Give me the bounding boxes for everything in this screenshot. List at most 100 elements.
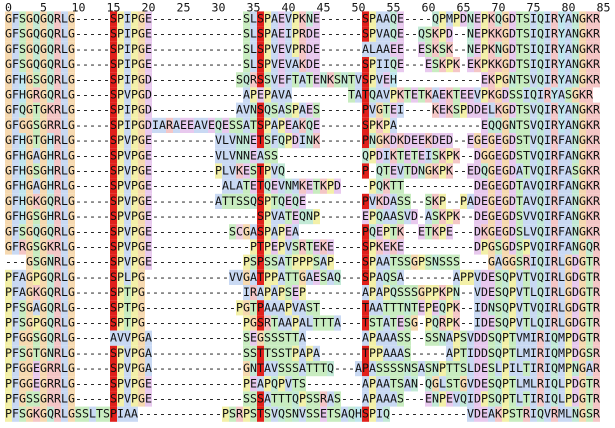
residue-cell (544, 133, 551, 149)
residue-cell (355, 361, 362, 377)
residue-cell (215, 193, 222, 209)
residue-cell (586, 406, 593, 422)
residue-cell (383, 209, 390, 225)
residue-cell (376, 72, 383, 88)
residue-cell (488, 254, 495, 270)
residue-cell (558, 72, 565, 88)
ruler-label: 70 (492, 1, 506, 15)
residue-cell (509, 163, 516, 179)
residue-cell (565, 391, 572, 407)
residue-cell (40, 133, 47, 149)
residue-cell (495, 117, 502, 133)
residue-cell (411, 254, 418, 270)
residue-cell (390, 72, 397, 88)
residue-cell (292, 376, 299, 392)
residue-cell (33, 178, 40, 194)
residue-cell (593, 330, 600, 346)
residue-cell (509, 102, 516, 118)
residue-cell (537, 178, 544, 194)
residue-cell (5, 269, 12, 285)
residue-cell (530, 148, 537, 164)
residue-cell (586, 102, 593, 118)
residue-cell (495, 285, 502, 301)
residue-cell (152, 117, 159, 133)
residue-cell (229, 193, 236, 209)
residue-cell (579, 178, 586, 194)
residue-cell (586, 224, 593, 240)
residue-cell (299, 26, 306, 42)
residue-cell (586, 133, 593, 149)
residue-cell (432, 285, 439, 301)
residue-cell (5, 117, 12, 133)
residue-cell (12, 224, 19, 240)
residue-cell (285, 209, 292, 225)
residue-cell (243, 300, 250, 316)
residue-cell (376, 133, 383, 149)
residue-cell (481, 209, 488, 225)
residue-cell (495, 57, 502, 73)
residue-cell (593, 11, 600, 27)
residue-cell (530, 163, 537, 179)
residue-cell (572, 178, 579, 194)
residue-cell (474, 209, 481, 225)
residue-cell (215, 133, 222, 149)
residue-cell (33, 41, 40, 57)
residue-cell (68, 87, 75, 103)
residue-cell (516, 117, 523, 133)
residue-cell (544, 193, 551, 209)
residue-cell (432, 41, 439, 57)
residue-cell (68, 178, 75, 194)
sequence-row: GFQGTGKRLG-----SPIPGD------------AVNSQSA… (5, 103, 600, 117)
residue-cell (173, 117, 180, 133)
residue-cell (236, 163, 243, 179)
residue-cell (488, 26, 495, 42)
residue-cell (369, 178, 376, 194)
residue-cell (558, 87, 565, 103)
residue-cell (285, 102, 292, 118)
residue-cell (537, 148, 544, 164)
residue-cell (292, 224, 299, 240)
residue-cell (369, 26, 376, 42)
residue-cell (33, 345, 40, 361)
residue-cell (320, 361, 327, 377)
residue-cell (243, 376, 250, 392)
residue-cell (320, 406, 327, 422)
sequence-row: PFSGPGQRLG-----SPTPG--------------PGSRTA… (5, 316, 600, 330)
residue-cell (572, 391, 579, 407)
residue-cell (523, 193, 530, 209)
residue-cell (362, 361, 369, 377)
residue-cell (586, 239, 593, 255)
residue-cell (579, 315, 586, 331)
residue-cell (516, 330, 523, 346)
residue-cell (481, 178, 488, 194)
residue-cell (264, 87, 271, 103)
residue-cell (537, 133, 544, 149)
residue-cell (376, 193, 383, 209)
residue-cell (124, 330, 131, 346)
residue-cell (467, 133, 474, 149)
residue-cell (530, 117, 537, 133)
residue-cell (523, 72, 530, 88)
residue-cell (278, 26, 285, 42)
residue-cell (593, 117, 600, 133)
residue-cell (593, 345, 600, 361)
residue-cell (313, 133, 320, 149)
residue-cell (124, 117, 131, 133)
residue-cell (460, 391, 467, 407)
residue-cell (40, 102, 47, 118)
residue-cell (54, 87, 61, 103)
residue-cell (306, 41, 313, 57)
residue-cell (537, 193, 544, 209)
residue-cell (19, 285, 26, 301)
residue-cell (264, 269, 271, 285)
residue-cell (530, 361, 537, 377)
residue-cell (474, 391, 481, 407)
residue-cell (446, 102, 453, 118)
residue-cell (215, 117, 222, 133)
residue-cell (110, 269, 117, 285)
residue-cell (474, 239, 481, 255)
residue-cell (551, 133, 558, 149)
residue-cell (530, 72, 537, 88)
residue-cell (453, 57, 460, 73)
residue-cell (40, 57, 47, 73)
